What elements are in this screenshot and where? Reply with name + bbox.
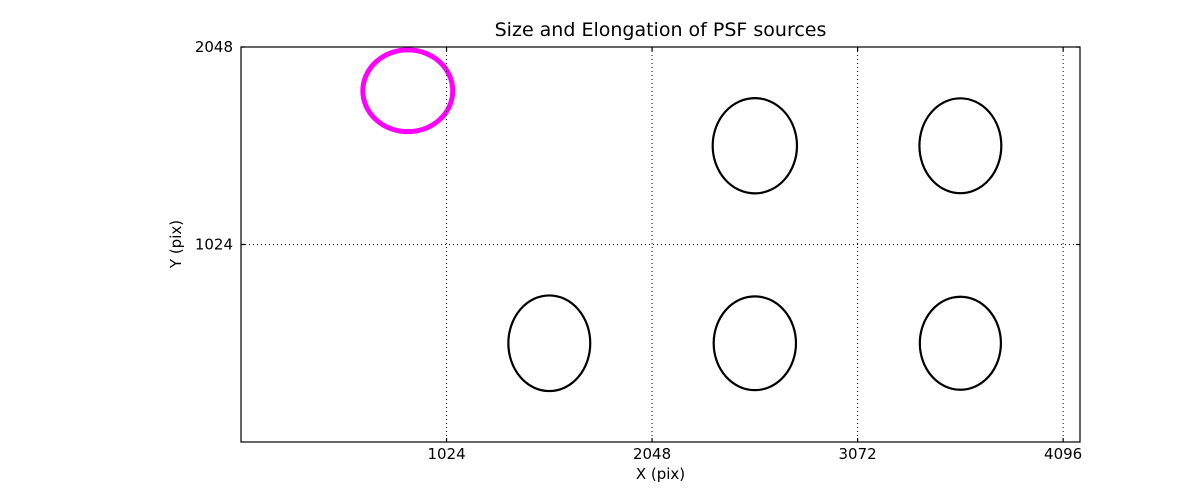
x-tick-label: 1024 [427, 445, 465, 463]
psf-source-ellipse [918, 97, 1003, 195]
x-tick-label: 2048 [633, 445, 671, 463]
psf-source-ellipse [918, 295, 1003, 391]
psf-source-ellipse [507, 294, 592, 393]
x-axis-label: X (pix) [635, 465, 686, 483]
x-tick-label: 3072 [839, 445, 877, 463]
y-tick-label: 2048 [195, 38, 233, 56]
psf-source-ellipse [712, 295, 798, 392]
chart-title: Size and Elongation of PSF sources [494, 19, 827, 41]
y-tick-label: 1024 [195, 236, 233, 254]
psf-source-ellipse [711, 97, 799, 195]
flagged-psf-source-ellipse [360, 47, 456, 135]
y-axis-label: Y (pix) [167, 219, 185, 269]
x-tick-label: 4096 [1044, 445, 1082, 463]
